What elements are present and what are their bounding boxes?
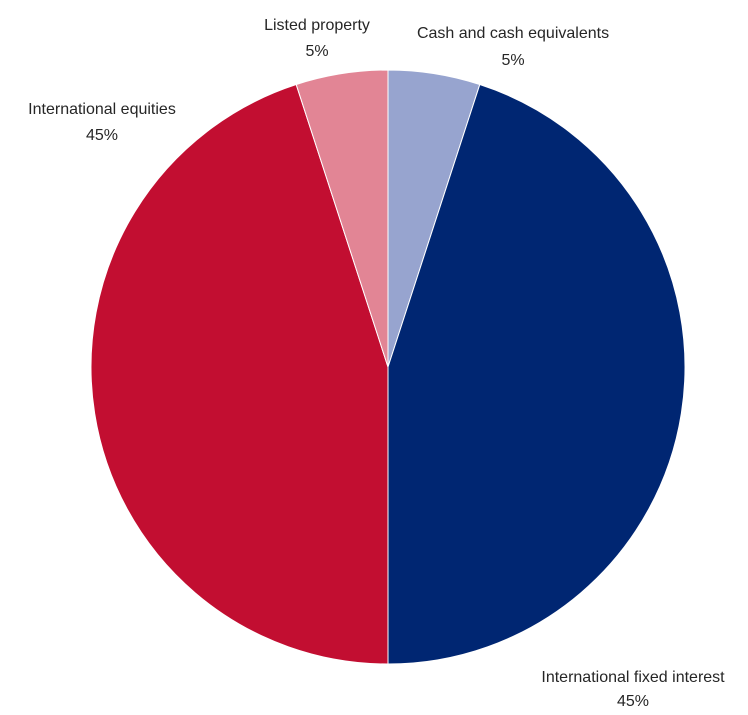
slice-name-label: Cash and cash equivalents: [417, 25, 609, 42]
slice-value-label: 45%: [617, 693, 649, 710]
pie-slice-listed-property: [295, 69, 389, 368]
labels-layer: Cash and cash equivalents 5% International…: [28, 17, 725, 710]
slice-name-label: Listed property: [264, 17, 370, 34]
pie-slice-international-fixed-interest: [387, 83, 686, 665]
pie-slice-international-equities: [90, 83, 389, 665]
slice-value-label: 45%: [86, 127, 118, 144]
slices-layer: [90, 69, 686, 665]
slice-name-label: International fixed interest: [541, 669, 725, 686]
slice-value-label: 5%: [501, 52, 524, 69]
slice-value-label: 5%: [305, 43, 328, 60]
slice-name-label: International equities: [28, 101, 176, 118]
